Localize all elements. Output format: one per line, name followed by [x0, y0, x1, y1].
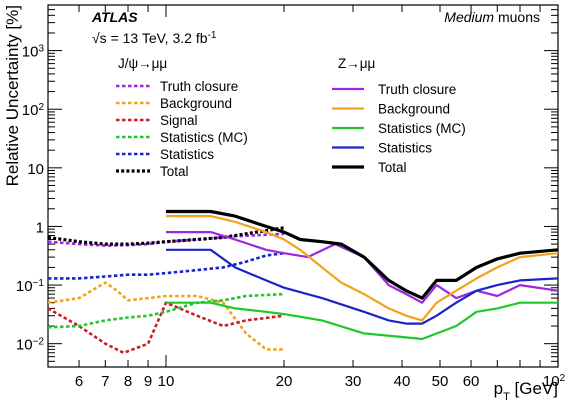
energy-label: √s = 13 TeV, 3.2 fb-1: [92, 30, 217, 47]
x-axis-title-sub: T: [503, 391, 510, 403]
plot-frame: [47, 4, 559, 368]
legend-z-label-statistics: Statistics: [378, 141, 432, 156]
series-layer: [47, 209, 559, 355]
legend-jpsi-label-signal: Signal: [160, 113, 198, 128]
selection-label-em: Medium: [444, 9, 494, 25]
series-z-statistics-mc: [166, 301, 558, 341]
x-tick-label-10: 10: [158, 373, 175, 390]
x-axis-title-p: p: [494, 379, 503, 398]
series-jpsi-statistics: [48, 251, 285, 280]
series-z-statistics: [166, 248, 559, 325]
series-jpsi-total: [47, 226, 285, 246]
y-tick-label-exp: 3: [38, 43, 44, 54]
series-jpsi-background: [47, 281, 284, 351]
legend-z-label-total: Total: [378, 160, 407, 175]
y-tick-label: 10−2: [16, 336, 45, 354]
x-tick-label-7: 7: [101, 373, 109, 390]
series-z-background: [166, 215, 559, 322]
x-tick-label-40: 40: [394, 373, 411, 390]
x-tick-label-30: 30: [345, 373, 362, 390]
legend-z-label-background: Background: [378, 102, 450, 117]
series-z-total: [166, 209, 559, 300]
y-tick-label-base: 10: [16, 278, 33, 295]
atlas-label: ATLAS: [91, 9, 138, 25]
x-axis-title: pT [GeV]: [494, 379, 558, 403]
z-legend-title: Z→μμ: [338, 56, 375, 71]
y-tick-label: 10−1: [16, 278, 45, 296]
legend-jpsi: Truth closure Background Signal Statistics …: [116, 79, 248, 179]
selection-label-rest: muons: [494, 9, 540, 25]
x-tick-label-100: 102: [543, 373, 566, 391]
x-axis-ticks: 6 7 8 9 10 20 30 40 50 60 102: [47, 5, 566, 391]
selection-label: Medium muons: [444, 9, 540, 25]
legend-jpsi-label-statistics: Statistics: [160, 147, 214, 162]
energy-label-sup: -1: [208, 30, 217, 41]
y-tick-label: 10: [27, 161, 44, 178]
x-tick-label-9: 9: [144, 373, 152, 390]
y-tick-label-base: 1: [36, 219, 44, 236]
series-z-truth-closure: [166, 231, 559, 304]
y-tick-label: 1: [36, 219, 44, 236]
x-tick-label-50: 50: [432, 373, 449, 390]
y-tick-label-exp: 2: [38, 102, 44, 113]
x-tick-label-100-exp: 2: [560, 373, 566, 384]
series-jpsi-signal: [47, 301, 285, 355]
y-tick-label-exp: −1: [33, 278, 45, 289]
y-axis-title: Relative Uncertainty [%]: [3, 5, 22, 186]
legend-jpsi-label-truth-closure: Truth closure: [160, 79, 238, 94]
y-tick-label-base: 10: [22, 102, 39, 119]
jpsi-legend-title: J/ψ→μμ: [118, 56, 167, 71]
energy-label-main: √s = 13 TeV, 3.2 fb: [92, 30, 208, 46]
x-tick-label-100-base: 10: [543, 373, 560, 390]
x-tick-label-8: 8: [124, 373, 132, 390]
legend-z: Truth closure Background Statistics (MC) St…: [332, 82, 466, 175]
legend-jpsi-label-background: Background: [160, 96, 232, 111]
y-tick-label-exp: −2: [33, 336, 45, 347]
y-tick-label-base: 10: [27, 161, 44, 178]
x-axis-title-unit: [GeV]: [510, 379, 558, 398]
y-tick-label: 103: [22, 43, 45, 61]
series-jpsi-truth-closure: [47, 232, 285, 247]
legend-jpsi-label-statistics-mc: Statistics (MC): [160, 130, 248, 145]
y-tick-label: 102: [22, 102, 45, 120]
legend-jpsi-label-total: Total: [160, 164, 189, 179]
x-tick-label-20: 20: [276, 373, 293, 390]
legend-z-label-truth-closure: Truth closure: [378, 82, 456, 97]
x-tick-label-6: 6: [75, 373, 83, 390]
x-tick-label-60: 60: [463, 373, 480, 390]
y-tick-label-base: 10: [22, 44, 39, 61]
series-jpsi-statistics-mc: [47, 292, 285, 329]
y-tick-label-base: 10: [16, 337, 33, 354]
legend-z-label-statistics-mc: Statistics (MC): [378, 121, 466, 136]
